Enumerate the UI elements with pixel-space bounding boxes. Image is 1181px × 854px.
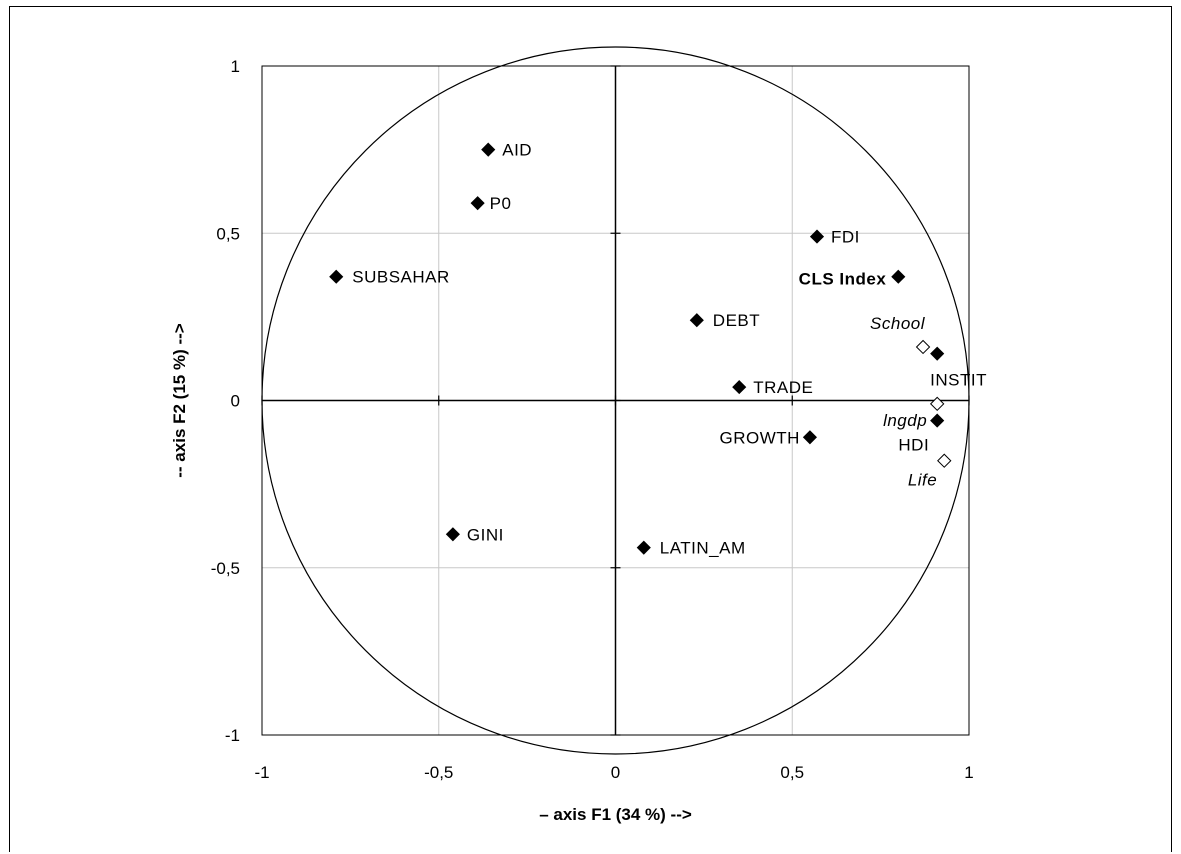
y-tick-label: 0,5 <box>216 224 240 243</box>
point-label: lngdp <box>883 411 927 430</box>
x-tick-label: 0 <box>611 763 620 782</box>
diamond-marker <box>689 313 704 328</box>
open-diamond-marker <box>937 453 952 468</box>
data-points: AID P0 SUBSAHAR FDI CLS Index DEBT INSTIT TRADE… <box>329 141 987 558</box>
point-label: AID <box>502 141 532 160</box>
point-label: INSTIT <box>930 371 987 390</box>
open-diamond-marker <box>929 396 945 412</box>
x-tick-label: -0,5 <box>424 763 453 782</box>
open-diamond-marker <box>915 339 931 355</box>
diamond-marker <box>445 527 460 542</box>
point-label: P0 <box>490 194 512 213</box>
y-tick-label: 0 <box>231 392 240 411</box>
diamond-marker <box>809 229 825 244</box>
diamond-marker <box>636 540 651 555</box>
x-axis-title: – axis F1 (34 %) --> <box>539 805 692 824</box>
diamond-marker <box>891 269 906 284</box>
point-label: FDI <box>831 228 860 247</box>
point-label: DEBT <box>713 311 760 330</box>
diamond-marker <box>481 142 496 157</box>
y-tick-label: -0,5 <box>211 559 240 578</box>
x-tick-label: 1 <box>964 763 973 782</box>
y-tick-label: -1 <box>225 726 240 745</box>
y-axis-title: -- axis F2 (15 %) --> <box>170 323 189 478</box>
diamond-marker <box>470 196 485 211</box>
x-tick-label: 0,5 <box>780 763 804 782</box>
point-label: TRADE <box>753 378 813 397</box>
point-label: GROWTH <box>719 428 799 447</box>
diamond-marker <box>802 430 817 445</box>
chart-frame <box>9 6 1172 852</box>
diamond-marker <box>732 380 747 395</box>
point-label: Life <box>908 471 937 490</box>
x-tick-label: -1 <box>254 763 269 782</box>
zero-axes <box>261 65 970 736</box>
tick-labels: -1 -0,5 0 0,5 1 1 0,5 0 -0,5 -1 <box>211 57 974 782</box>
point-label: GINI <box>467 525 504 544</box>
diamond-marker <box>329 269 344 284</box>
point-label: CLS Index <box>799 270 887 289</box>
point-label: LATIN_AM <box>660 539 746 558</box>
point-label: School <box>870 314 926 333</box>
diamond-marker <box>930 413 945 428</box>
point-label: SUBSAHAR <box>352 268 450 287</box>
point-label: HDI <box>898 436 929 455</box>
diamond-marker <box>930 346 945 361</box>
y-tick-label: 1 <box>231 57 240 76</box>
